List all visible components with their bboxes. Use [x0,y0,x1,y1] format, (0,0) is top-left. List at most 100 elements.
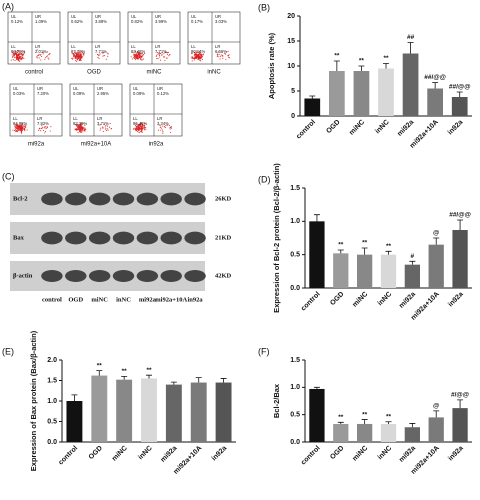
event-dot [73,53,75,55]
event-dot [166,57,168,59]
event-dot [190,57,192,59]
event-dot [137,57,139,59]
event-dot [21,57,23,60]
event-dot [141,57,143,59]
blot-band [184,231,206,245]
blot-band [136,231,159,245]
blot-band [41,192,63,206]
bar-chart: (D) 0.0 0.5 1.0 1.5 Expression of Bcl-2 prote… [258,163,472,322]
event-dot [46,51,49,53]
event-dot [100,127,102,129]
blot-band [65,231,87,245]
blot-strip: β-actin 42KD [10,261,232,291]
event-dot [23,127,25,129]
event-dot [199,57,201,60]
event-dot [14,53,16,55]
event-dot [198,55,200,57]
event-dot [81,124,83,126]
y-axis-label: Bcl-2/Bax [272,383,281,418]
error-bar [313,386,320,389]
event-dot [139,54,141,56]
blot-band [41,231,63,245]
event-dot [193,54,195,56]
event-dot [195,57,197,59]
x-tick-label: inNC [377,291,394,308]
error-bar [457,399,464,409]
event-dot [137,51,139,53]
event-dot [19,56,21,58]
quadrant-name: UR [95,14,101,19]
event-dot [80,123,82,125]
event-dot [141,59,144,61]
error-bar [385,421,392,424]
event-dot [165,57,167,59]
event-dot [78,53,80,55]
event-dot [136,56,138,58]
event-dot [77,55,79,57]
event-dot [160,59,162,61]
y-axis-label: Apoptosis rate (%) [267,32,276,99]
error-bar [409,423,416,428]
event-dot [166,52,168,54]
event-dot [133,54,135,56]
event-dot [82,56,84,58]
event-dot [40,130,42,132]
event-dot [136,125,138,127]
event-dot [145,127,147,129]
event-dot [41,55,43,58]
event-dot [18,54,20,56]
y-axis-label: Expression of Bcl-2 protein (Bcl-2/β-act… [272,163,281,313]
event-dot [80,130,82,132]
error-bar [385,250,392,255]
event-dot [14,125,16,127]
event-dot [16,127,18,129]
event-dot [78,60,80,62]
event-dot [50,126,52,128]
quadrant-value: 87.48% [131,49,145,54]
event-dot [98,57,100,60]
x-tick-label: inNC [137,445,154,462]
event-dot [138,124,140,127]
quadrant-value: 84.95% [13,121,27,126]
y-tick-label: 0.0 [290,439,300,446]
event-dot [224,53,226,55]
event-dot [194,53,196,55]
event-dot [136,127,138,129]
event-dot [144,124,146,126]
event-dot [216,56,218,58]
x-tick-label: miNC [351,291,369,309]
event-dot [196,54,198,57]
event-dot [158,55,160,57]
y-tick-label: 1.5 [290,185,300,192]
event-dot [135,59,137,61]
event-dot [22,53,24,55]
event-dot [41,127,43,129]
event-dot [100,124,102,126]
event-dot [191,58,193,60]
event-dot [18,127,20,129]
event-dot [47,57,49,59]
y-tick-label: 15 [287,38,295,45]
significance: @ [433,230,439,237]
event-dot [201,55,203,58]
quadrant-name: UL [73,86,79,91]
event-dot [98,55,100,57]
significance: ** [338,414,344,421]
event-dot [197,58,199,60]
event-dot [84,130,86,132]
event-dot [141,52,143,54]
event-dot [143,125,145,127]
bar [333,253,349,288]
error-bar [407,42,414,54]
lane-label: in92a [187,296,203,303]
bar-chart: (F) 0.0 0.5 1.0 1.5 Bcl-2/Bax control ** OGD ** mi… [258,346,472,476]
panel-label: (A) [2,1,14,11]
event-dot [139,53,141,55]
event-dot [18,129,20,131]
event-dot [143,127,145,129]
event-dot [137,125,139,127]
event-dot [21,123,23,125]
event-dot [220,55,222,57]
error-bar [337,421,344,424]
event-dot [79,131,81,133]
